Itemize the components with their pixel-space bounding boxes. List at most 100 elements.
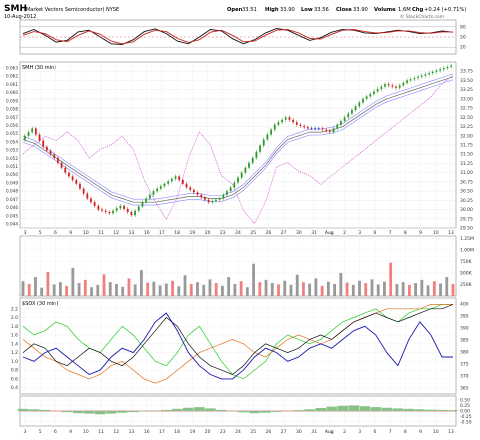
histogram-bar [161,410,172,411]
price-candle [237,178,239,183]
volume-bar [65,286,68,296]
header-volume-label: Volume [374,7,396,13]
volume-bar [339,273,342,296]
price-candle [79,184,81,189]
price-candle [274,125,276,130]
price-axis-tick-label: 32.00 [460,133,473,139]
price-candle [267,135,269,140]
volume-bar [209,279,212,296]
price-candle [351,110,353,114]
x-axis-label-bottom: 12 [113,429,119,435]
price-candle [208,200,210,202]
price-candle [292,120,294,122]
price-candle [72,176,74,180]
price-axis-tick-label: 33.00 [460,96,473,102]
price-candle [131,212,133,215]
histogram-bar [106,411,117,414]
price-candle [347,114,349,118]
ratio-axis-tick-label: 0.050 [6,172,18,177]
volume-bar [389,263,392,296]
ratio-axis-tick-label: 0.055 [6,131,18,136]
histogram-bar [371,407,382,411]
price-candle [303,126,305,127]
price-axis-tick-label: 33.75 [460,69,473,75]
x-axis-label: 6 [54,230,57,236]
price-candle [101,210,103,211]
price-axis-tick-label: 30.50 [460,189,473,195]
price-candle [333,128,335,132]
oscillator-tick-label: 50 [460,35,466,41]
volume-bar [358,281,361,296]
ratio-axis-tick-label: 0.046 [6,205,18,210]
volume-bar [128,278,131,296]
x-axis-label-bottom: Aug [325,429,334,435]
histogram-bar [117,411,128,413]
x-axis-label: 23 [220,230,226,236]
x-axis-label: 31 [311,230,317,236]
histogram-bar [183,408,194,411]
volume-bar [159,285,162,296]
volume-bar [408,285,411,296]
oscillator-tick-label: 80 [460,24,466,30]
price-axis-tick-label: 31.25 [460,161,473,167]
x-axis-label: 24 [235,230,241,236]
volume-bar [352,285,355,296]
price-candle [134,211,136,215]
x-axis-label-bottom: 20 [205,429,211,435]
price-candle [369,94,371,96]
price-candle [64,168,66,173]
volume-bar [152,282,155,296]
header-close-value: 33.90 [353,7,368,13]
volume-bar [96,285,99,296]
price-candle [175,176,177,178]
x-axis-label-bottom: 6 [54,429,57,435]
volume-bar [452,284,455,296]
volume-bar [109,282,112,296]
x-axis-label: 25 [250,230,256,236]
price-candle [123,206,125,209]
volume-tick-label: 500K [460,270,473,276]
price-candle [142,202,144,206]
volume-bar [184,275,187,296]
x-axis-label: 10 [83,230,89,236]
volume-bar [221,286,224,296]
header-high-label: High [265,7,279,13]
x-axis-label: 13 [129,230,135,236]
price-candle [215,200,217,201]
header-volume-value: 1.6M [398,7,411,13]
x-axis-label-bottom: 10 [433,429,439,435]
price-candle [248,163,250,168]
price-candle [436,71,438,72]
volume-bar [414,283,417,296]
x-axis-label: 19 [189,230,195,236]
ratio-axis-tick-label: 0.048 [6,189,18,194]
price-candle [219,198,221,199]
price-candle [311,128,313,129]
volume-bar [240,281,243,296]
price-candle [417,77,419,78]
price-candle [325,130,327,131]
price-candle [233,183,235,188]
price-candle [399,85,401,87]
sox-left-tick-label: 1.4 [11,341,18,347]
volume-bar [190,284,193,296]
header-open-value: 33.51 [242,7,257,13]
price-axis-tick-label: 30.00 [460,207,473,213]
volume-bar [171,281,174,296]
volume-bar [283,281,286,296]
x-axis-label-bottom: 3 [358,429,361,435]
price-candle [344,117,346,121]
price-axis-tick-label: 32.75 [460,106,473,112]
sox-left-tick-label: 1.6 [11,333,18,339]
histogram-bar [326,407,337,411]
volume-bar [40,288,43,296]
histogram-bar [426,410,437,411]
price-candle [86,194,88,199]
price-candle [318,128,320,129]
price-candle [153,191,155,195]
sox-left-tick-label: 0.8 [11,368,18,374]
volume-tick-label: 750K [460,259,473,265]
price-candle [322,128,324,129]
histogram-bar [216,410,227,411]
histogram-bar [304,409,315,411]
